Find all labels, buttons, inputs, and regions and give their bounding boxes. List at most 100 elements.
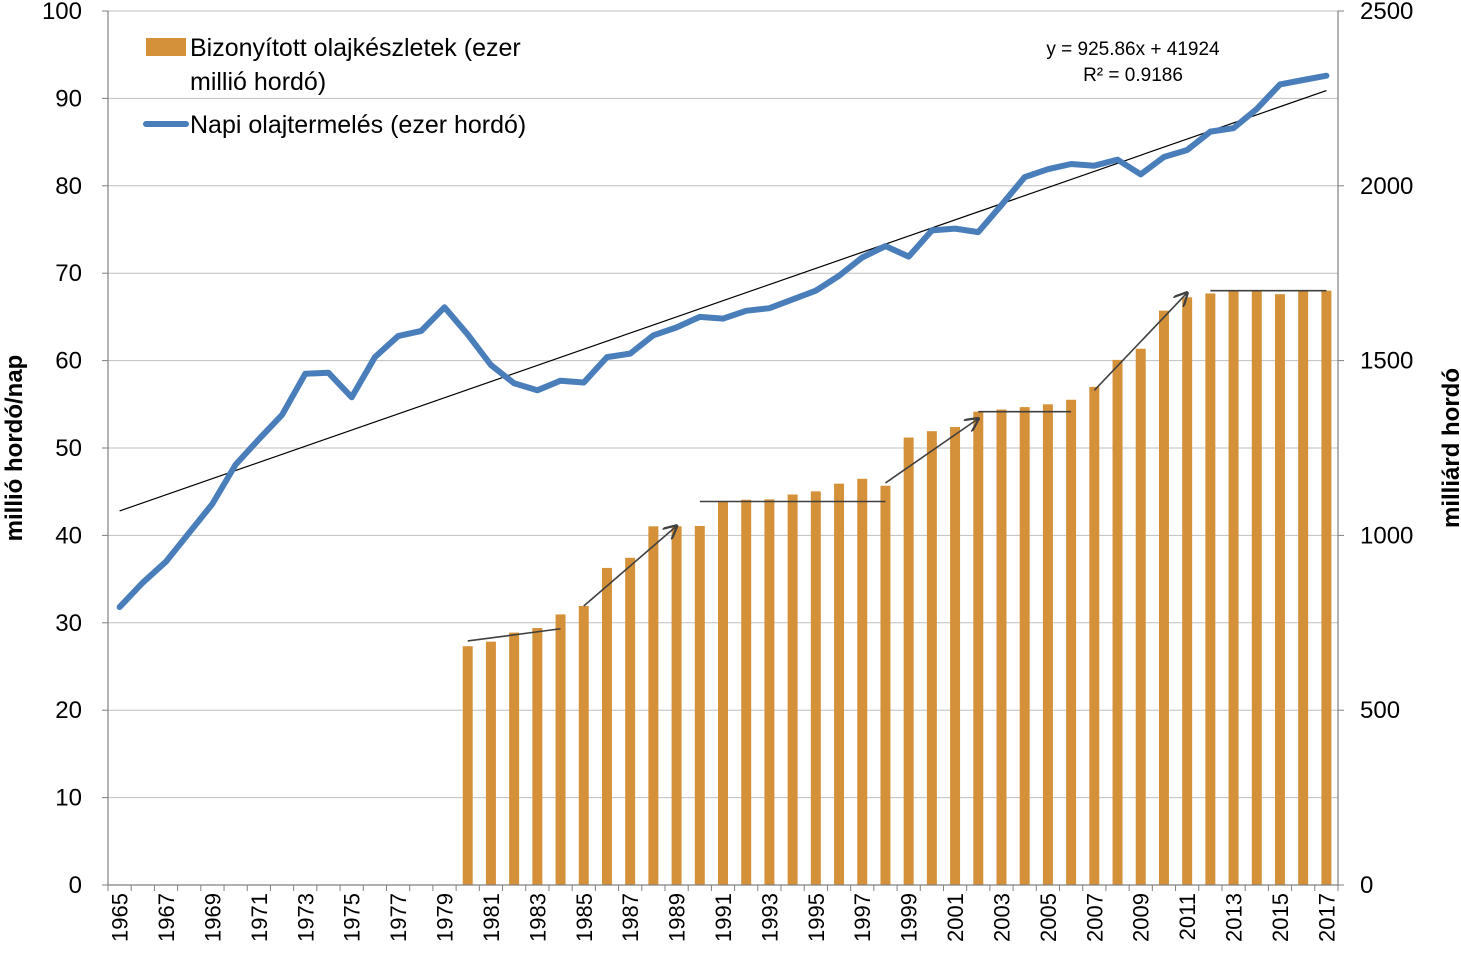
trendline-equation: y = 925.86x + 41924 <box>1046 39 1220 60</box>
right-tick-label: 2500 <box>1360 0 1413 25</box>
reserve-bar <box>1205 293 1216 885</box>
reserve-bar <box>903 437 914 885</box>
left-tick-label: 0 <box>69 872 82 899</box>
reserve-bar <box>694 525 705 885</box>
step-arrow <box>1093 293 1187 391</box>
x-tick-label: 2013 <box>1222 893 1247 942</box>
reserve-bar <box>1228 290 1239 885</box>
x-tick-label: 1975 <box>340 893 365 942</box>
reserve-bar <box>1182 297 1193 885</box>
left-tick-label: 100 <box>42 0 82 25</box>
left-tick-label: 80 <box>55 173 82 200</box>
reserve-bar <box>1274 294 1285 885</box>
x-tick-label: 2005 <box>1036 893 1061 942</box>
left-tick-label: 90 <box>55 85 82 112</box>
reserve-bar <box>764 499 775 885</box>
production-line <box>116 72 1330 611</box>
right-tick-label: 0 <box>1360 872 1373 899</box>
x-tick-label: 1969 <box>200 893 225 942</box>
reserve-bar <box>509 632 520 885</box>
x-tick-label: 1993 <box>757 893 782 942</box>
reserve-bars <box>462 290 1332 886</box>
x-tick-label: 1985 <box>572 893 597 942</box>
x-tick-label: 1987 <box>618 893 643 942</box>
reserve-bar <box>485 641 496 885</box>
reserve-bar <box>1066 399 1077 885</box>
right-axis-ticks: 0 500 1000 1500 2000 2500 <box>1360 0 1413 899</box>
reserve-bar <box>718 501 728 885</box>
right-tick-label: 1500 <box>1360 348 1413 375</box>
legend: Bizonyított olajkészletek (ezer millió h… <box>143 34 526 139</box>
reserve-bar <box>810 491 821 885</box>
legend-line-label: Napi olajtermelés (ezer hordó) <box>190 111 526 139</box>
reserve-bar <box>787 494 798 885</box>
left-tick-label: 40 <box>55 522 82 549</box>
x-tick-label: 2009 <box>1129 893 1154 942</box>
trendline-group <box>119 89 1327 512</box>
x-tick-label: 1967 <box>154 893 179 942</box>
right-axis-title: milliárd hordó <box>1438 368 1461 528</box>
reserve-bar <box>1112 359 1123 886</box>
right-tick-label: 500 <box>1360 697 1400 724</box>
left-tick-label: 60 <box>55 348 82 375</box>
axes <box>102 10 1344 891</box>
right-tick-label: 1000 <box>1360 522 1413 549</box>
left-tick-label: 20 <box>55 697 82 724</box>
right-tick-label: 2000 <box>1360 173 1413 200</box>
x-tick-label: 1979 <box>433 893 458 942</box>
reserve-bar <box>950 427 961 885</box>
reserve-bar <box>1042 404 1053 885</box>
x-tick-label: 1999 <box>897 893 922 942</box>
x-tick-label: 1965 <box>108 893 133 942</box>
step-arrow <box>583 526 677 607</box>
left-tick-label: 50 <box>55 435 82 462</box>
legend-bar-swatch <box>146 38 186 56</box>
trendline <box>119 89 1327 512</box>
production-line-group <box>116 72 1330 611</box>
trendline-r-squared: R² = 0.9186 <box>1083 65 1183 86</box>
reserve-bar <box>462 646 473 885</box>
x-tick-label: 2003 <box>989 893 1014 942</box>
x-tick-label: 1983 <box>525 893 550 942</box>
reserve-bar <box>1019 407 1030 885</box>
gridlines <box>108 10 1338 799</box>
left-tick-label: 70 <box>55 260 82 287</box>
reserve-bar <box>578 606 589 885</box>
x-tick-label: 2007 <box>1082 893 1107 942</box>
x-tick-label: 2011 <box>1175 893 1200 940</box>
reserve-bar <box>926 431 937 885</box>
reserve-bar <box>1135 348 1146 885</box>
left-axis-ticks: 0 10 20 30 40 50 60 70 80 90 100 <box>42 0 82 899</box>
step-plateau-line <box>467 627 561 642</box>
x-tick-label: 1997 <box>850 893 875 942</box>
reserve-bar <box>1251 290 1262 885</box>
x-tick-label: 1981 <box>479 893 504 942</box>
x-tick-label: 1989 <box>665 893 690 942</box>
x-tick-label: 1977 <box>386 893 411 942</box>
reserve-bar <box>532 628 543 885</box>
x-tick-label: 2017 <box>1314 893 1339 942</box>
reserve-bar <box>1089 386 1100 885</box>
x-tick-label: 1973 <box>293 893 318 942</box>
reserve-bar <box>671 526 682 885</box>
reserve-bar <box>625 557 636 885</box>
left-tick-label: 30 <box>55 610 82 637</box>
x-tick-label: 2015 <box>1268 893 1293 942</box>
reserve-bar <box>834 483 845 885</box>
reserve-bar <box>601 567 612 885</box>
legend-bar-label-line1: Bizonyított olajkészletek (ezer <box>190 34 521 62</box>
step-arrow <box>884 419 978 484</box>
reserve-bar <box>880 485 891 885</box>
reserve-bar <box>555 614 566 885</box>
legend-bar-label-line2: millió hordó) <box>190 68 326 96</box>
reserve-bar <box>1298 290 1309 885</box>
x-tick-label: 1971 <box>247 893 272 942</box>
x-tick-label: 1995 <box>804 893 829 942</box>
x-axis-ticks: 1965 1967 1969 1971 1973 1975 1977 1979 1981 1983… <box>108 893 1340 942</box>
reserve-bar <box>1321 290 1332 885</box>
reserve-bar <box>973 411 984 885</box>
reserve-bar <box>996 409 1007 885</box>
x-tick-label: 1991 <box>711 893 736 942</box>
step-annotations <box>467 291 1327 642</box>
